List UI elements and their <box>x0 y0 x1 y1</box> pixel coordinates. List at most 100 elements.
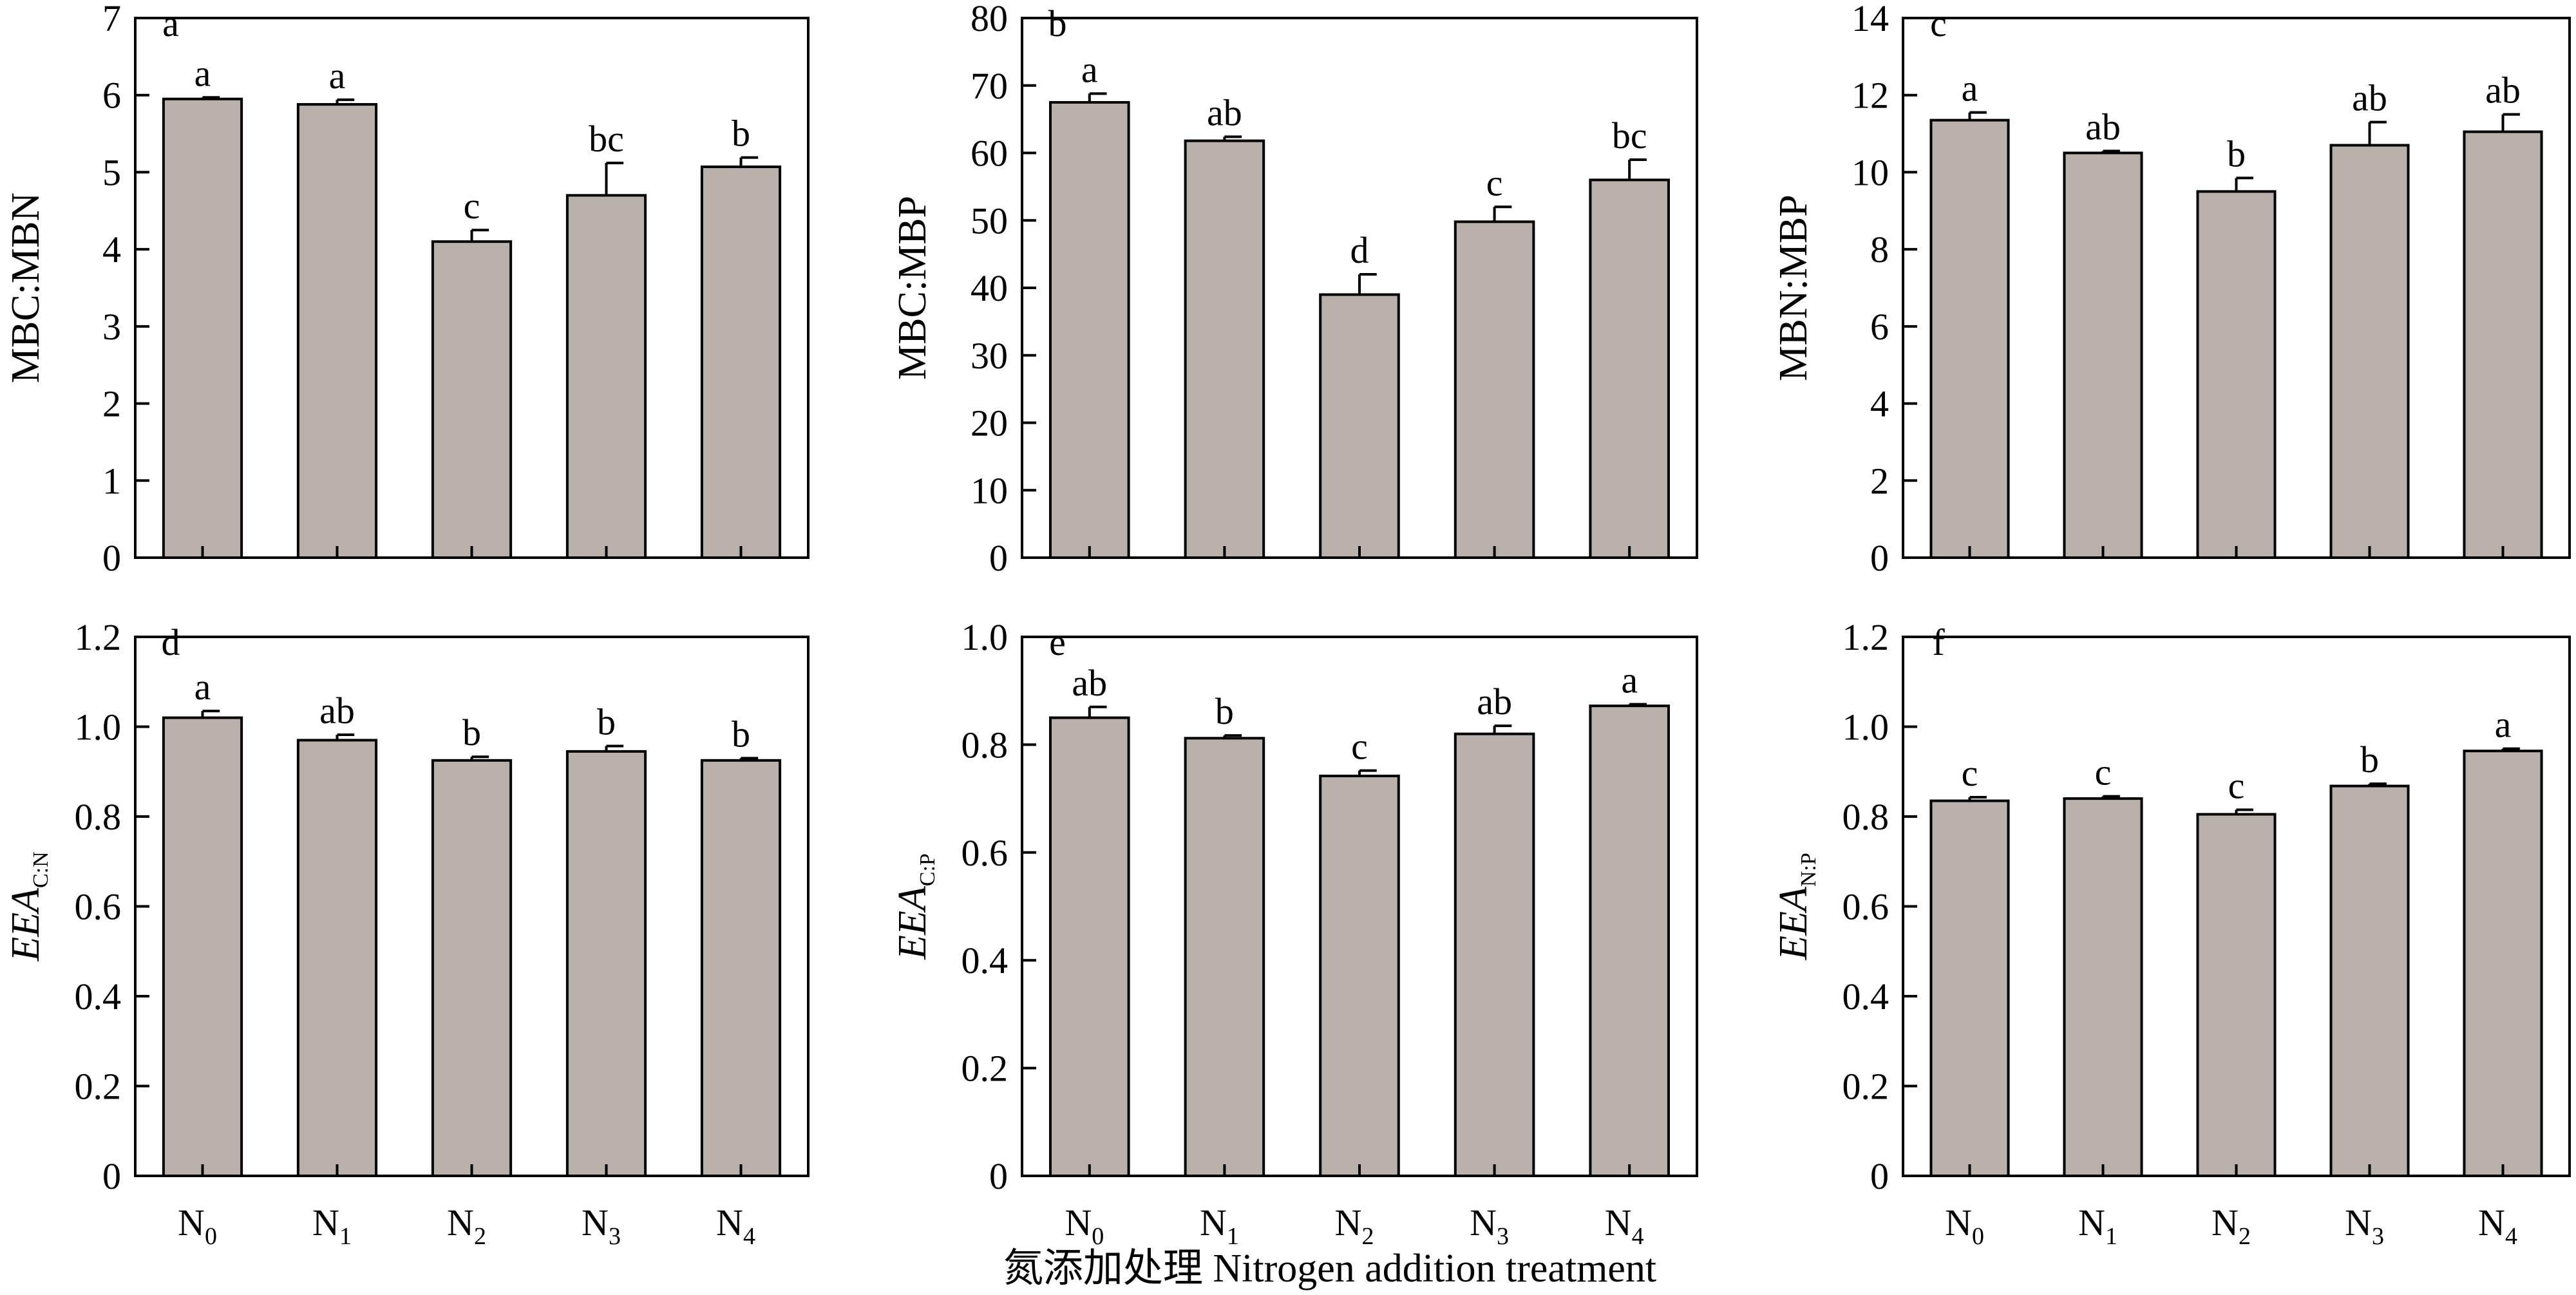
y-tick-label: 5 <box>102 151 121 193</box>
chart-panel-f: 00.20.40.60.81.01.2 fEEAN:PcN0cN1cN2bN3aN… <box>1772 616 2571 1250</box>
y-tick-label: 80 <box>971 0 1008 39</box>
y-tick-label: 0.6 <box>1842 886 1889 928</box>
x-tick-label-subscript: 4 <box>743 1223 755 1250</box>
y-tick-label: 0 <box>989 1155 1008 1197</box>
x-tick-label: N0 <box>1065 1202 1104 1250</box>
bar <box>1049 100 1130 559</box>
bar <box>565 750 647 1178</box>
panel-label: d <box>162 621 180 663</box>
bar <box>2063 151 2143 559</box>
chart-panel-d: 00.20.40.60.81.01.2 dEEAC:NaN0abN1bN2bN3b… <box>4 616 810 1250</box>
y-tick-label: 70 <box>971 65 1008 107</box>
panel-label: c <box>1930 3 1947 44</box>
y-tick-label: 0 <box>102 537 121 579</box>
bar <box>1929 118 2010 560</box>
y-tick-label: 1.0 <box>961 616 1009 658</box>
x-tick-label-subscript: 3 <box>609 1223 621 1250</box>
bar <box>1454 732 1535 1178</box>
y-tick-label: 20 <box>971 402 1008 444</box>
y-tick-label: 12 <box>1852 75 1889 117</box>
y-tick-label: 4 <box>1870 383 1889 425</box>
significance-letter: ab <box>2085 106 2121 148</box>
y-tick-label: 7 <box>102 0 121 39</box>
y-axis-label: MBN:MBP <box>1772 194 1815 381</box>
x-tick-label-main: N <box>2478 1202 2505 1243</box>
significance-letter: b <box>732 713 750 755</box>
bar <box>1929 799 2010 1177</box>
y-axis-label: EEAC:P <box>891 853 940 960</box>
x-tick-label-subscript: 3 <box>1497 1223 1509 1250</box>
y-axis-label-main: EEA <box>4 887 48 962</box>
y-tick-label: 10 <box>1852 151 1889 193</box>
y-tick-label: 50 <box>971 200 1008 241</box>
x-tick-label-main: N <box>1605 1202 1632 1243</box>
y-axis-label-main: EEA <box>1772 886 1815 961</box>
x-tick-label: N0 <box>178 1202 217 1250</box>
y-tick-label: 60 <box>971 133 1008 175</box>
panel-label: a <box>162 3 179 44</box>
bar <box>565 194 647 560</box>
bar <box>2329 784 2410 1177</box>
x-tick-label-main: N <box>582 1202 609 1243</box>
x-tick-label: N1 <box>1200 1202 1239 1250</box>
x-tick-label-subscript: 0 <box>1972 1223 1984 1250</box>
x-tick-label: N0 <box>1945 1202 1984 1250</box>
significance-letter: a <box>194 666 211 708</box>
bar <box>2196 813 2277 1177</box>
significance-letter: ab <box>1207 91 1242 133</box>
significance-letter: ab <box>2485 70 2521 111</box>
y-axis-label: EEAN:P <box>1772 853 1821 961</box>
chart-panel-b: 0 10 20 30 40 50 60 70 80 b MBC:MBP a ab d c bc <box>891 0 1698 579</box>
y-tick-label: 0.2 <box>961 1048 1009 1090</box>
bar <box>1454 220 1535 560</box>
y-tick-label: 1.2 <box>1842 616 1889 658</box>
bar <box>2463 750 2543 1178</box>
bar <box>1184 139 1265 559</box>
x-tick-label-subscript: 2 <box>1361 1223 1374 1250</box>
bar <box>1184 737 1265 1177</box>
x-tick-label-main: N <box>2078 1202 2105 1243</box>
y-tick-label: 0.2 <box>1842 1066 1889 1108</box>
significance-letter: a <box>194 52 211 94</box>
x-tick-label: N2 <box>2211 1202 2251 1250</box>
bar <box>296 739 378 1178</box>
y-tick-label: 8 <box>1870 229 1889 270</box>
significance-letter: bc <box>589 118 624 160</box>
significance-letter: c <box>2095 751 2112 793</box>
significance-letter: a <box>1962 68 1978 109</box>
significance-letter: a <box>1081 48 1098 90</box>
x-tick-label-subscript: 4 <box>1632 1223 1644 1250</box>
y-tick-label: 0.6 <box>961 832 1009 874</box>
y-axis-label-main: EEA <box>891 885 934 960</box>
y-axis-label: MBC:MBP <box>891 196 934 380</box>
y-tick-label: 6 <box>1870 306 1889 348</box>
bar <box>296 103 378 559</box>
x-tick-label-main: N <box>447 1202 474 1243</box>
bar <box>2063 797 2143 1177</box>
significance-letter: c <box>464 185 480 227</box>
x-tick-label-main: N <box>1200 1202 1227 1243</box>
y-tick-label: 0 <box>989 537 1008 579</box>
shared-x-axis-label: 氮添加处理 Nitrogen addition treatment <box>1003 1247 1656 1290</box>
panel-label: e <box>1049 621 1066 663</box>
x-tick-label-main: N <box>178 1202 205 1243</box>
significance-letter: a <box>329 55 346 97</box>
bar <box>1319 293 1400 559</box>
y-tick-label: 3 <box>102 306 121 348</box>
x-tick-label: N4 <box>2478 1202 2517 1250</box>
x-tick-label-subscript: 1 <box>339 1223 352 1250</box>
x-tick-label-subscript: 1 <box>2105 1223 2117 1250</box>
y-tick-label: 1.0 <box>1842 706 1889 748</box>
x-tick-label: N2 <box>447 1202 486 1250</box>
y-tick-label: 0.4 <box>961 940 1009 981</box>
significance-letter: d <box>1350 229 1369 271</box>
y-tick-label: 0.2 <box>75 1066 122 1108</box>
y-tick-label: 14 <box>1852 0 1889 39</box>
significance-letter: b <box>1215 690 1234 732</box>
y-axis-label: MBC:MBN <box>4 193 48 383</box>
y-tick-label: 0.8 <box>1842 796 1889 838</box>
significance-letter: ab <box>1072 662 1107 704</box>
